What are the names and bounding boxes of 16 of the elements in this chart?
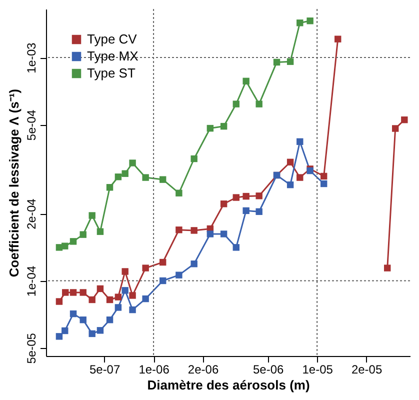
x-tick-label: 5e-06 bbox=[252, 362, 284, 376]
legend-label: Type MX bbox=[87, 48, 139, 64]
x-tick-label: 2e-05 bbox=[351, 362, 382, 376]
x-tick-label: 2e-06 bbox=[188, 362, 219, 376]
x-tick-label: 1e-05 bbox=[302, 362, 334, 376]
x-tick-label: 5e-07 bbox=[89, 362, 120, 376]
y-tick-label: 2e-04 bbox=[24, 198, 38, 230]
legend-label: Type CV bbox=[87, 32, 138, 46]
y-tick-label: 1e-04 bbox=[24, 266, 38, 297]
x-axis-title: Diamètre des aérosols (m) bbox=[147, 378, 310, 392]
y-tick-label: 1e-03 bbox=[24, 42, 38, 74]
y-tick-label: 5e-04 bbox=[24, 110, 38, 141]
y-tick-label: 5e-05 bbox=[24, 332, 38, 364]
y-axis-title: Coefficient de lessivage Λ (s⁻¹) bbox=[6, 88, 22, 278]
x-tick-label: 1e-06 bbox=[138, 362, 170, 376]
legend-label: Type ST bbox=[87, 66, 136, 80]
